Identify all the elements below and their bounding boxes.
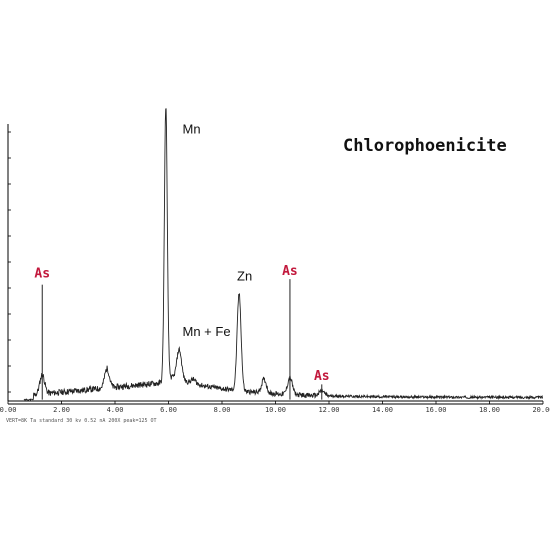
axes xyxy=(7,124,543,405)
x-tick-label: 4.00 xyxy=(107,406,124,414)
peak-label-mn: Mn xyxy=(183,122,201,137)
x-tick-label: 16.00 xyxy=(425,406,446,414)
x-tick-label: 20.00 xyxy=(532,406,550,414)
peak-label-mn-fe: Mn + Fe xyxy=(183,324,231,339)
peak-annotations: Mn Mn + Fe Zn As As As xyxy=(34,122,329,385)
footer-text: VERT=8K Ta standard 30 kv 0.52 nA 200X p… xyxy=(6,418,157,424)
peak-label-as: As xyxy=(314,369,330,384)
peak-label-as: As xyxy=(34,267,50,282)
x-tick-label: 2.00 xyxy=(53,406,70,414)
x-tick-label: 6.00 xyxy=(160,406,177,414)
x-tick-label: 10.00 xyxy=(265,406,286,414)
spectrum-line xyxy=(23,108,544,402)
x-tick-label: 14.00 xyxy=(372,406,393,414)
chart-title: Chlorophoenicite xyxy=(343,136,507,156)
x-tick-label: 12.00 xyxy=(318,406,339,414)
peak-label-as: As xyxy=(282,264,298,279)
x-ticks: 0.00 2.00 4.00 6.00 8.00 10.00 12.00 14.00 16.00… xyxy=(0,401,550,414)
peak-markers xyxy=(41,279,323,400)
x-tick-label: 0.00 xyxy=(0,406,16,414)
x-tick-label: 8.00 xyxy=(214,406,231,414)
x-tick-label: 18.00 xyxy=(479,406,500,414)
peak-label-zn: Zn xyxy=(237,268,252,283)
